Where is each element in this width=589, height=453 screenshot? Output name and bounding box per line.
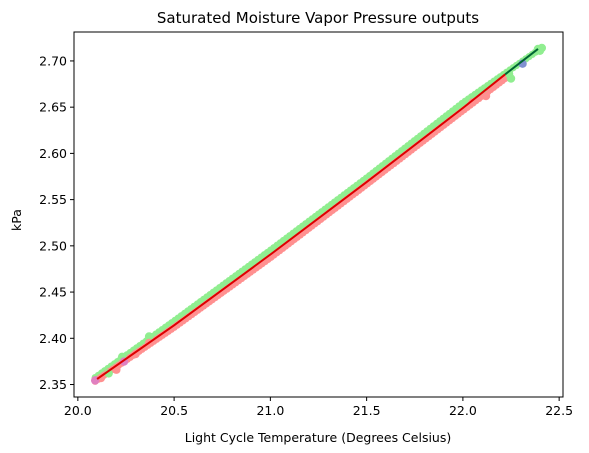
y-tick-label: 2.60 xyxy=(39,146,67,161)
chart-title: Saturated Moisture Vapor Pressure output… xyxy=(157,9,479,27)
y-tick-label: 2.65 xyxy=(39,100,67,115)
y-tick-label: 2.70 xyxy=(39,53,67,68)
y-tick-label: 2.40 xyxy=(39,331,67,346)
y-tick-label: 2.50 xyxy=(39,238,67,253)
data-point xyxy=(507,74,515,82)
plot-content xyxy=(91,44,546,385)
x-tick-label: 20.0 xyxy=(64,403,92,418)
x-tick-label: 21.5 xyxy=(353,403,381,418)
y-tick-label: 2.35 xyxy=(39,377,67,392)
y-axis-label: kPa xyxy=(9,209,24,231)
y-tick-label: 2.55 xyxy=(39,192,67,207)
x-tick-label: 22.0 xyxy=(449,403,477,418)
x-tick-label: 22.5 xyxy=(545,403,573,418)
data-point xyxy=(538,44,546,52)
x-axis-label: Light Cycle Temperature (Degrees Celsius… xyxy=(185,430,452,445)
x-tick-label: 20.5 xyxy=(160,403,188,418)
fit-line-1 xyxy=(505,49,538,74)
x-tick-label: 21.0 xyxy=(256,403,284,418)
y-tick-label: 2.45 xyxy=(39,285,67,300)
scatter-band-0 xyxy=(92,44,546,381)
